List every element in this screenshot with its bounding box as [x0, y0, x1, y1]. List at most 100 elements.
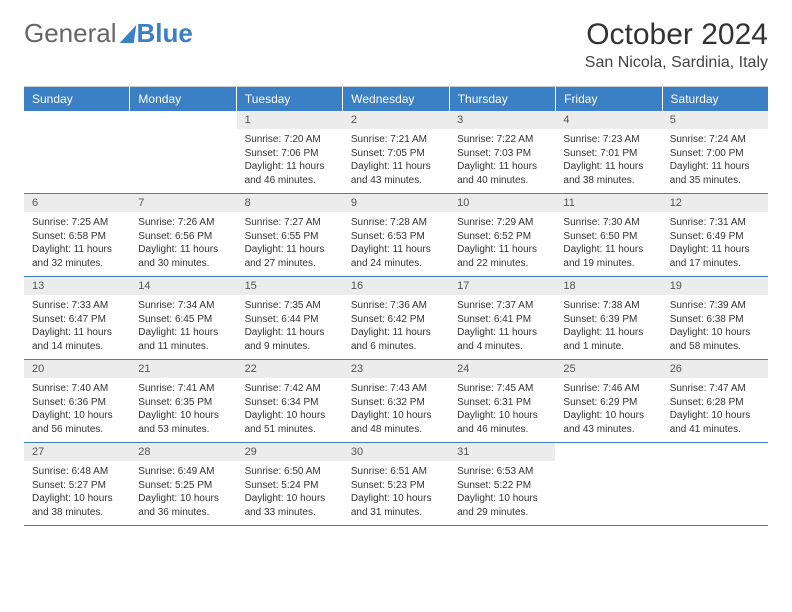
day-cell: 10Sunrise: 7:29 AMSunset: 6:52 PMDayligh…	[449, 194, 555, 276]
day-cell: 2Sunrise: 7:21 AMSunset: 7:05 PMDaylight…	[343, 111, 449, 193]
day-detail: Sunrise: 7:47 AMSunset: 6:28 PMDaylight:…	[662, 378, 768, 442]
day-detail: Sunrise: 7:22 AMSunset: 7:03 PMDaylight:…	[449, 129, 555, 193]
day-number: 20	[24, 360, 130, 378]
day-detail: Sunrise: 7:40 AMSunset: 6:36 PMDaylight:…	[24, 378, 130, 442]
day-cell: .	[24, 111, 130, 193]
day-cell: 31Sunrise: 6:53 AMSunset: 5:22 PMDayligh…	[449, 443, 555, 525]
day-number: 4	[555, 111, 661, 129]
day-detail: Sunrise: 7:41 AMSunset: 6:35 PMDaylight:…	[130, 378, 236, 442]
day-number: 16	[343, 277, 449, 295]
day-cell: 21Sunrise: 7:41 AMSunset: 6:35 PMDayligh…	[130, 360, 236, 442]
day-number: 13	[24, 277, 130, 295]
day-detail: Sunrise: 7:35 AMSunset: 6:44 PMDaylight:…	[237, 295, 343, 359]
day-detail: Sunrise: 7:24 AMSunset: 7:00 PMDaylight:…	[662, 129, 768, 193]
day-cell: 11Sunrise: 7:30 AMSunset: 6:50 PMDayligh…	[555, 194, 661, 276]
week-row: 13Sunrise: 7:33 AMSunset: 6:47 PMDayligh…	[24, 277, 768, 360]
day-number: 22	[237, 360, 343, 378]
day-number: 6	[24, 194, 130, 212]
weekday-header: Saturday	[663, 87, 768, 111]
day-number: 11	[555, 194, 661, 212]
day-cell: 26Sunrise: 7:47 AMSunset: 6:28 PMDayligh…	[662, 360, 768, 442]
week-row: 6Sunrise: 7:25 AMSunset: 6:58 PMDaylight…	[24, 194, 768, 277]
day-cell: 8Sunrise: 7:27 AMSunset: 6:55 PMDaylight…	[237, 194, 343, 276]
day-detail: Sunrise: 7:29 AMSunset: 6:52 PMDaylight:…	[449, 212, 555, 276]
location: San Nicola, Sardinia, Italy	[585, 54, 768, 72]
day-number: 7	[130, 194, 236, 212]
day-number: 29	[237, 443, 343, 461]
day-number: 8	[237, 194, 343, 212]
day-cell: 28Sunrise: 6:49 AMSunset: 5:25 PMDayligh…	[130, 443, 236, 525]
day-number: 31	[449, 443, 555, 461]
day-cell: 16Sunrise: 7:36 AMSunset: 6:42 PMDayligh…	[343, 277, 449, 359]
day-number: 15	[237, 277, 343, 295]
day-cell: 22Sunrise: 7:42 AMSunset: 6:34 PMDayligh…	[237, 360, 343, 442]
day-cell: 14Sunrise: 7:34 AMSunset: 6:45 PMDayligh…	[130, 277, 236, 359]
day-cell: 23Sunrise: 7:43 AMSunset: 6:32 PMDayligh…	[343, 360, 449, 442]
day-detail: Sunrise: 7:37 AMSunset: 6:41 PMDaylight:…	[449, 295, 555, 359]
day-number: 19	[662, 277, 768, 295]
day-cell: 29Sunrise: 6:50 AMSunset: 5:24 PMDayligh…	[237, 443, 343, 525]
weekday-header: Friday	[556, 87, 662, 111]
day-cell: 5Sunrise: 7:24 AMSunset: 7:00 PMDaylight…	[662, 111, 768, 193]
calendar: SundayMondayTuesdayWednesdayThursdayFrid…	[24, 86, 768, 526]
day-cell: 19Sunrise: 7:39 AMSunset: 6:38 PMDayligh…	[662, 277, 768, 359]
weekday-header: Thursday	[450, 87, 556, 111]
day-number: 9	[343, 194, 449, 212]
day-detail: Sunrise: 7:38 AMSunset: 6:39 PMDaylight:…	[555, 295, 661, 359]
day-detail: Sunrise: 7:36 AMSunset: 6:42 PMDaylight:…	[343, 295, 449, 359]
day-number: 23	[343, 360, 449, 378]
day-cell: 18Sunrise: 7:38 AMSunset: 6:39 PMDayligh…	[555, 277, 661, 359]
day-detail: Sunrise: 6:51 AMSunset: 5:23 PMDaylight:…	[343, 461, 449, 525]
day-number: 5	[662, 111, 768, 129]
day-detail: Sunrise: 7:42 AMSunset: 6:34 PMDaylight:…	[237, 378, 343, 442]
day-number: 30	[343, 443, 449, 461]
day-detail: Sunrise: 7:26 AMSunset: 6:56 PMDaylight:…	[130, 212, 236, 276]
day-cell: 27Sunrise: 6:48 AMSunset: 5:27 PMDayligh…	[24, 443, 130, 525]
day-cell: 12Sunrise: 7:31 AMSunset: 6:49 PMDayligh…	[662, 194, 768, 276]
logo-triangle-icon	[119, 25, 136, 43]
weekday-header: Tuesday	[237, 87, 343, 111]
weekday-header: Monday	[130, 87, 236, 111]
day-detail: Sunrise: 6:53 AMSunset: 5:22 PMDaylight:…	[449, 461, 555, 525]
day-number: 21	[130, 360, 236, 378]
day-number: 24	[449, 360, 555, 378]
day-number: 25	[555, 360, 661, 378]
logo-text-general: General	[24, 18, 117, 49]
day-detail: Sunrise: 7:43 AMSunset: 6:32 PMDaylight:…	[343, 378, 449, 442]
weekday-header: Sunday	[24, 87, 130, 111]
day-number: 26	[662, 360, 768, 378]
weekday-header: Wednesday	[343, 87, 449, 111]
day-detail: Sunrise: 7:33 AMSunset: 6:47 PMDaylight:…	[24, 295, 130, 359]
month-title: October 2024	[585, 18, 768, 52]
day-cell: .	[555, 443, 661, 525]
day-detail: Sunrise: 7:46 AMSunset: 6:29 PMDaylight:…	[555, 378, 661, 442]
day-detail: Sunrise: 7:23 AMSunset: 7:01 PMDaylight:…	[555, 129, 661, 193]
day-cell: .	[130, 111, 236, 193]
day-cell: 7Sunrise: 7:26 AMSunset: 6:56 PMDaylight…	[130, 194, 236, 276]
day-cell: 6Sunrise: 7:25 AMSunset: 6:58 PMDaylight…	[24, 194, 130, 276]
day-detail: Sunrise: 6:48 AMSunset: 5:27 PMDaylight:…	[24, 461, 130, 525]
day-number: 18	[555, 277, 661, 295]
weekday-header-row: SundayMondayTuesdayWednesdayThursdayFrid…	[24, 87, 768, 111]
day-cell: 13Sunrise: 7:33 AMSunset: 6:47 PMDayligh…	[24, 277, 130, 359]
day-detail: Sunrise: 6:49 AMSunset: 5:25 PMDaylight:…	[130, 461, 236, 525]
day-detail: Sunrise: 7:31 AMSunset: 6:49 PMDaylight:…	[662, 212, 768, 276]
week-row: . . 1Sunrise: 7:20 AMSunset: 7:06 PMDayl…	[24, 111, 768, 194]
day-detail: Sunrise: 7:21 AMSunset: 7:05 PMDaylight:…	[343, 129, 449, 193]
week-row: 27Sunrise: 6:48 AMSunset: 5:27 PMDayligh…	[24, 443, 768, 526]
day-cell: 17Sunrise: 7:37 AMSunset: 6:41 PMDayligh…	[449, 277, 555, 359]
day-number: 17	[449, 277, 555, 295]
day-cell: 4Sunrise: 7:23 AMSunset: 7:01 PMDaylight…	[555, 111, 661, 193]
day-number: 27	[24, 443, 130, 461]
day-number: 14	[130, 277, 236, 295]
day-detail: Sunrise: 7:28 AMSunset: 6:53 PMDaylight:…	[343, 212, 449, 276]
logo-text-blue: Blue	[137, 18, 193, 49]
day-number: 28	[130, 443, 236, 461]
header: General Blue October 2024 San Nicola, Sa…	[24, 18, 768, 72]
day-cell: .	[662, 443, 768, 525]
day-cell: 25Sunrise: 7:46 AMSunset: 6:29 PMDayligh…	[555, 360, 661, 442]
day-number: 1	[237, 111, 343, 129]
week-row: 20Sunrise: 7:40 AMSunset: 6:36 PMDayligh…	[24, 360, 768, 443]
day-cell: 1Sunrise: 7:20 AMSunset: 7:06 PMDaylight…	[237, 111, 343, 193]
day-detail: Sunrise: 7:39 AMSunset: 6:38 PMDaylight:…	[662, 295, 768, 359]
